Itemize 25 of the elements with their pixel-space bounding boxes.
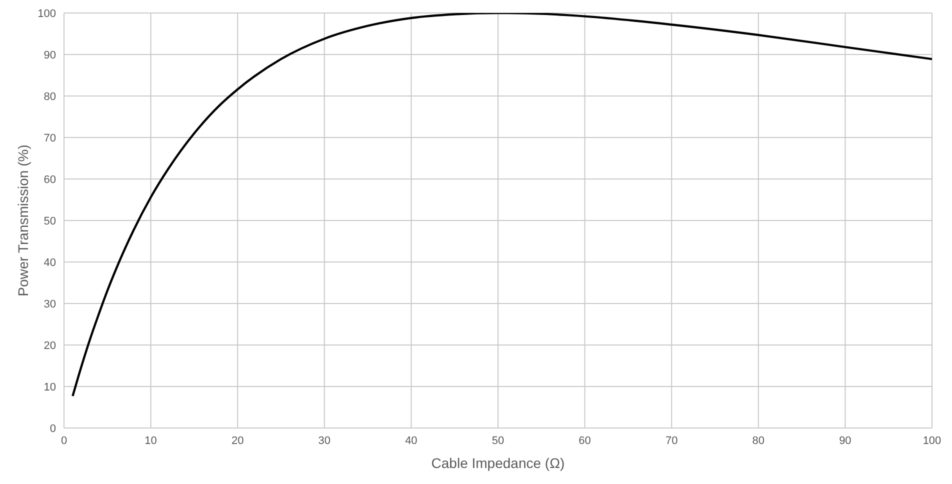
x-tick-label: 30	[318, 434, 331, 447]
y-tick-label: 20	[44, 340, 56, 352]
x-tick-label: 80	[752, 434, 765, 447]
y-tick-label: 10	[44, 381, 56, 394]
y-tick-label: 100	[38, 8, 56, 20]
line-series	[72, 13, 932, 398]
x-tick-label: 70	[665, 434, 678, 447]
y-tick-label: 70	[44, 132, 56, 144]
x-tick-label: 0	[60, 434, 68, 447]
y-tick-label: 90	[44, 49, 56, 62]
x-tick-label: 20	[231, 434, 244, 447]
y-tick-label: 40	[44, 256, 56, 269]
x-axis-title: Cable Impedance (Ω)	[431, 455, 565, 471]
y-tick-label: 30	[44, 298, 56, 310]
x-tick-label: 100	[922, 434, 942, 447]
y-axis-title: Power Transmission (%)	[14, 144, 31, 296]
x-tick-label: 40	[405, 434, 418, 447]
y-tick-label: 50	[44, 215, 56, 228]
y-tick-label: 80	[44, 90, 56, 103]
x-tick-label: 60	[578, 434, 591, 447]
y-tick-label: 60	[44, 174, 56, 186]
x-tick-label: 90	[839, 434, 852, 447]
x-tick-label: 10	[144, 434, 157, 447]
x-tick-label: 50	[492, 434, 504, 447]
y-tick-label: 0	[50, 422, 56, 435]
